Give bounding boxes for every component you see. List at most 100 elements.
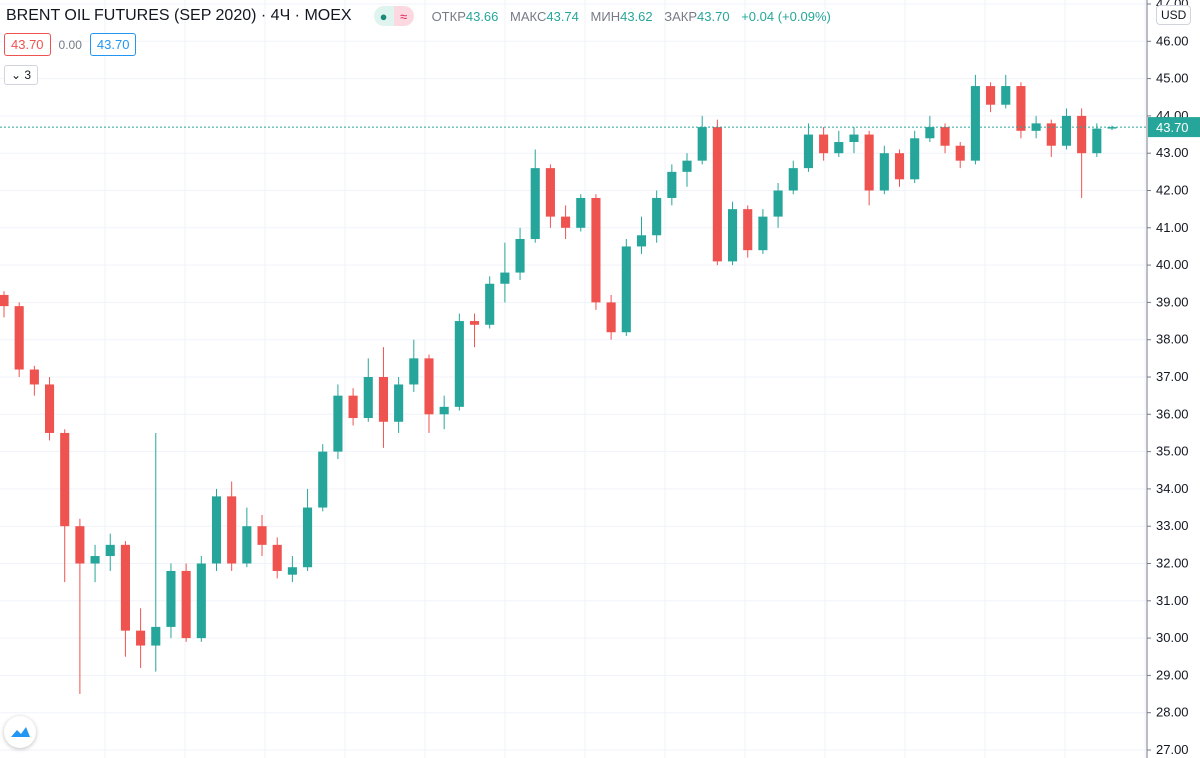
candle [75, 518, 85, 695]
candle [166, 563, 176, 639]
price-tick-label: 31.00 [1156, 593, 1189, 608]
candle-body [166, 570, 176, 627]
candle [591, 194, 601, 310]
candle [242, 507, 252, 568]
price-tick-label: 41.00 [1156, 220, 1189, 235]
candle [1107, 125, 1117, 131]
price-tick-label: 28.00 [1156, 705, 1189, 720]
candle [667, 164, 677, 206]
candle-body [242, 526, 252, 564]
candle-body [485, 283, 495, 325]
candle-body [925, 127, 935, 139]
candle [0, 291, 9, 318]
candle [1092, 123, 1102, 157]
candle-body [1092, 128, 1102, 154]
candle-body [120, 544, 130, 631]
indicators-toggle-button[interactable]: ⌄ 3 [4, 65, 39, 85]
candle [910, 130, 920, 184]
candle-body [910, 138, 920, 180]
candle-body [105, 544, 115, 557]
candle-body [621, 246, 631, 333]
candle-body [773, 190, 783, 217]
candle [803, 123, 813, 172]
currency-button[interactable]: USD [1156, 5, 1192, 25]
candle-body [333, 395, 343, 452]
candle-body [940, 127, 950, 146]
symbol-title[interactable]: BRENT OIL FUTURES (SEP 2020) · 4Ч · MOEX [6, 7, 352, 24]
candle-body [515, 238, 525, 273]
candle [925, 115, 935, 143]
symbol-legend: BRENT OIL FUTURES (SEP 2020) · 4Ч · MOEX… [6, 6, 839, 26]
candle-body [257, 526, 267, 545]
price-tick-label: 30.00 [1156, 630, 1189, 645]
candle-body [606, 302, 616, 333]
candle [682, 153, 692, 187]
candle [1046, 119, 1056, 157]
candle [970, 74, 980, 165]
sell-button[interactable]: 43.70 [4, 33, 51, 56]
candle-body [227, 496, 237, 564]
candle-body [454, 321, 464, 407]
candle [1016, 82, 1026, 139]
candle [44, 377, 55, 441]
candle [439, 395, 449, 430]
candle-body [834, 142, 844, 154]
candle [758, 209, 768, 254]
close-value: 43.70 [697, 8, 730, 24]
price-tick-label: 29.00 [1156, 667, 1189, 682]
candle [955, 142, 965, 169]
candle [469, 313, 480, 348]
candle-body [727, 209, 738, 262]
price-tick-label: 43.00 [1156, 145, 1189, 160]
chart-mode-toggle[interactable]: ● ≈ [373, 6, 414, 26]
candle-body [1107, 127, 1117, 129]
candle [727, 201, 738, 266]
price-tick-label: 39.00 [1156, 294, 1189, 309]
wave-icon[interactable]: ≈ [393, 6, 414, 26]
candle-body [211, 496, 222, 564]
open-value: 43.66 [465, 8, 499, 24]
tradingview-logo[interactable] [4, 716, 36, 748]
candle [894, 149, 905, 187]
candle-body [591, 197, 601, 303]
price-tick-label: 45.00 [1156, 71, 1189, 86]
candle-body [667, 171, 677, 198]
candle-body [1046, 123, 1056, 146]
candle-body [803, 134, 813, 169]
high-value: 43.74 [546, 8, 579, 24]
candle [1001, 74, 1011, 109]
candle-body [44, 384, 55, 433]
candle [697, 115, 707, 165]
candle-body [712, 127, 722, 262]
candle [287, 556, 297, 583]
price-tick-label: 35.00 [1156, 444, 1189, 459]
candle [879, 145, 889, 195]
candle-body [318, 451, 328, 508]
candle [60, 429, 70, 583]
buy-button[interactable]: 43.70 [89, 33, 137, 56]
candle-body [136, 630, 146, 646]
candle [257, 515, 267, 557]
low-value: 43.62 [620, 8, 653, 24]
candle-body [986, 86, 996, 105]
ohlc-values: ОТКР43.66 МАКС43.74 МИН43.62 ЗАКР43.70 +… [431, 8, 831, 24]
candle-body [894, 153, 905, 180]
candle-body [1061, 115, 1072, 146]
candle [181, 563, 191, 642]
candle-body [378, 377, 389, 422]
candle [819, 127, 829, 161]
candle [788, 160, 798, 195]
price-tick-label: 46.00 [1156, 33, 1189, 48]
candle [652, 190, 662, 243]
candle-body [758, 216, 768, 251]
candle [743, 205, 753, 258]
candle [940, 123, 950, 154]
candle-body [303, 507, 313, 568]
candle-body [561, 216, 571, 228]
candle [318, 444, 328, 512]
dot-icon[interactable]: ● [373, 6, 394, 26]
last-price-label: 43.70 [1156, 120, 1189, 135]
candle-body [409, 358, 419, 385]
chart-grid [0, 0, 1147, 758]
